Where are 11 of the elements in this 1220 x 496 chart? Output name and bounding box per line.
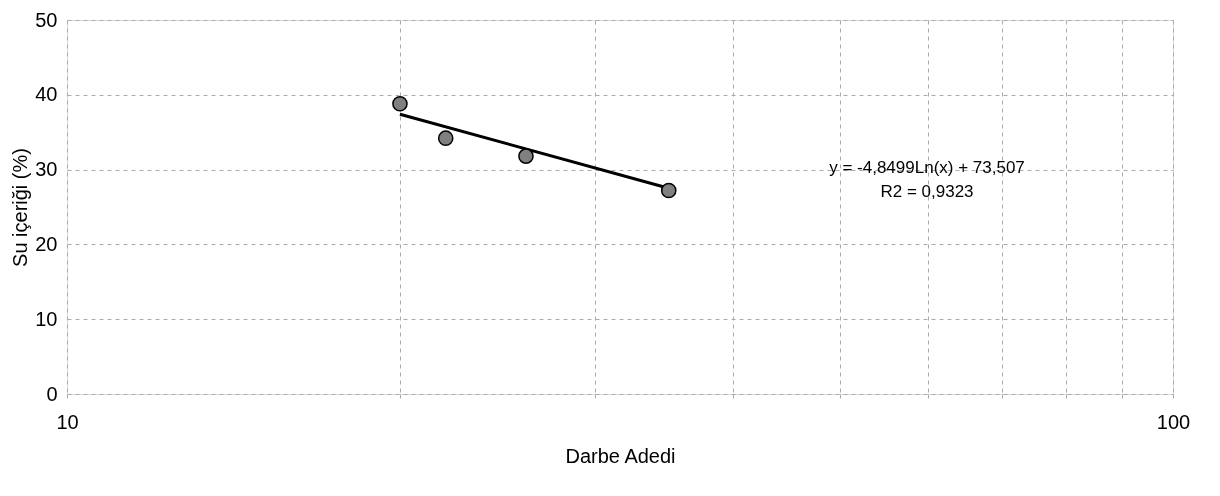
- y-tick-label: 40: [35, 83, 58, 106]
- annotation: R2 = 0,9323: [880, 182, 974, 201]
- x-tick-label: 100: [1156, 410, 1191, 433]
- x-axis-title: Darbe Adedi: [565, 444, 676, 467]
- annotation: y = -4,8499Ln(x) + 73,507: [829, 158, 1025, 177]
- y-tick-label: 10: [35, 307, 58, 330]
- y-axis-title: Su içeriği (%): [9, 148, 32, 267]
- y-tick-label: 50: [35, 8, 58, 31]
- y-tick-label: 30: [35, 158, 58, 181]
- y-tick-label: 20: [35, 232, 58, 255]
- y-tick-label: 0: [46, 382, 58, 405]
